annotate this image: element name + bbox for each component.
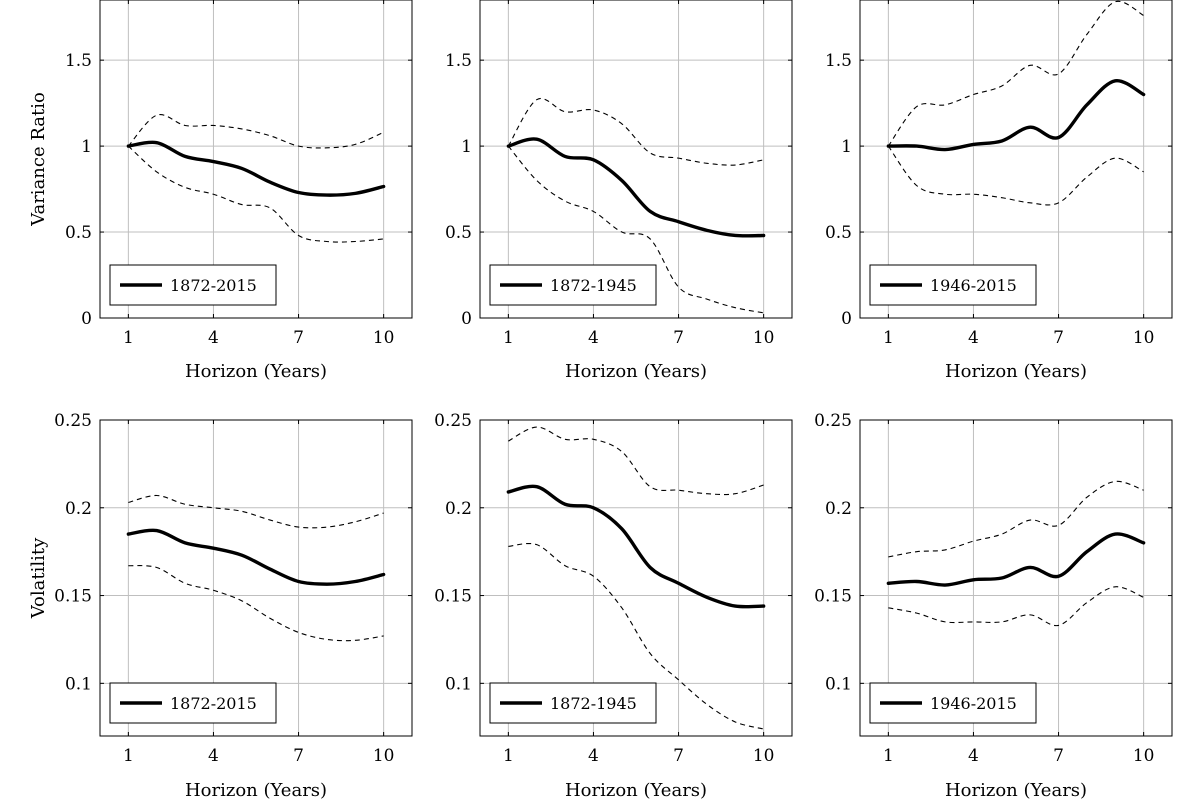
y-tick-label: 1.5 <box>65 51 92 71</box>
x-tick-label: 7 <box>293 746 304 766</box>
series-line-upper-band <box>508 426 764 496</box>
y-tick-label: 1 <box>461 137 472 157</box>
legend-label: 1872-1945 <box>550 276 637 295</box>
y-tick-label: 0.5 <box>825 223 852 243</box>
y-tick-label: 0.25 <box>434 411 472 431</box>
y-tick-label: 0.15 <box>814 587 852 607</box>
legend-label: 1872-1945 <box>550 694 637 713</box>
series-line-upper-band <box>887 0 1144 147</box>
plot-frame <box>859 0 1173 319</box>
x-axis-label: Horizon (Years) <box>945 361 1087 382</box>
plot-frame <box>859 419 1173 737</box>
chart-panel-r2c3: 1 4 7 10 0.1 0.15 0.2 0.25 Horizon (Years) 1946-2… <box>814 411 1173 801</box>
legend: 1872-1945 <box>489 264 657 306</box>
series-line-lower-band <box>128 565 384 642</box>
x-tick-label: 1 <box>123 746 134 766</box>
x-tick-label: 4 <box>588 328 599 348</box>
series-line-main <box>886 532 1146 587</box>
chart-panel-r1c2: 1 4 7 10 0 0.5 1 1.5 Horizon (Years) 1872-1945 <box>445 0 793 382</box>
y-tick-label: 0.1 <box>445 674 472 694</box>
series-line-lower-band <box>127 145 384 243</box>
plot-frame <box>99 0 413 319</box>
legend: 1946-2015 <box>869 264 1037 306</box>
x-tick-label: 7 <box>293 328 304 348</box>
y-tick-label: 0.1 <box>825 674 852 694</box>
x-tick-label: 4 <box>208 746 219 766</box>
x-axis-label: Horizon (Years) <box>565 361 707 382</box>
legend-label: 1872-2015 <box>170 694 257 713</box>
y-tick-label: 0.2 <box>65 499 92 519</box>
x-tick-label: 1 <box>503 328 514 348</box>
y-axis-label: Variance Ratio <box>28 92 49 227</box>
y-axis-label: Volatility <box>28 537 49 619</box>
series-line-main <box>126 140 386 197</box>
x-tick-label: 7 <box>1053 328 1064 348</box>
legend: 1872-1945 <box>489 682 657 724</box>
x-tick-label: 1 <box>883 746 894 766</box>
chart-panel-r2c2: 1 4 7 10 0.1 0.15 0.2 0.25 Horizon (Years) 1872-1… <box>434 411 793 801</box>
chart-panel-r2c1: 1 4 7 10 0.1 0.15 0.2 0.25 Horizon (Years) Volati… <box>28 411 413 801</box>
legend-label: 1872-2015 <box>170 276 257 295</box>
series-line-upper-band <box>127 114 384 149</box>
series-line-main <box>506 137 766 238</box>
x-tick-label: 10 <box>373 328 395 348</box>
series-line-lower-band <box>887 145 1144 206</box>
x-tick-label: 10 <box>1133 746 1155 766</box>
y-tick-label: 1.5 <box>445 51 472 71</box>
y-tick-label: 0 <box>461 309 472 329</box>
series-line-main <box>886 79 1146 152</box>
y-tick-label: 0.25 <box>54 411 92 431</box>
legend: 1946-2015 <box>869 682 1037 724</box>
x-tick-label: 7 <box>1053 746 1064 766</box>
series-line-lower-band <box>508 542 764 730</box>
x-axis-label: Horizon (Years) <box>945 780 1087 801</box>
y-tick-label: 0.25 <box>814 411 852 431</box>
series-line-main <box>506 484 766 609</box>
x-tick-label: 4 <box>208 328 219 348</box>
series-line-lower-band <box>888 586 1144 627</box>
legend-label: 1946-2015 <box>930 694 1017 713</box>
plot-frame <box>479 0 793 319</box>
y-tick-label: 0 <box>841 309 852 329</box>
y-tick-label: 0.2 <box>825 499 852 519</box>
series-line-lower-band <box>507 145 764 314</box>
y-tick-label: 1.5 <box>825 51 852 71</box>
series-line-upper-band <box>888 480 1144 558</box>
series-line-main <box>126 528 386 586</box>
y-tick-label: 0.15 <box>54 587 92 607</box>
x-tick-label: 7 <box>673 328 684 348</box>
x-axis-label: Horizon (Years) <box>185 361 327 382</box>
x-tick-label: 1 <box>883 328 894 348</box>
x-tick-label: 4 <box>588 746 599 766</box>
legend-label: 1946-2015 <box>930 276 1017 295</box>
x-tick-label: 10 <box>1133 328 1155 348</box>
plot-frame <box>99 419 413 737</box>
x-tick-label: 4 <box>968 328 979 348</box>
legend: 1872-2015 <box>109 682 277 724</box>
y-tick-label: 1 <box>81 137 92 157</box>
x-tick-label: 4 <box>968 746 979 766</box>
y-tick-label: 0.15 <box>434 587 472 607</box>
x-axis-label: Horizon (Years) <box>185 780 327 801</box>
series-line-upper-band <box>128 494 384 529</box>
y-tick-label: 0.5 <box>445 223 472 243</box>
y-tick-label: 1 <box>841 137 852 157</box>
x-tick-label: 1 <box>503 746 514 766</box>
x-tick-label: 1 <box>123 328 134 348</box>
x-tick-label: 10 <box>753 328 775 348</box>
y-tick-label: 0.5 <box>65 223 92 243</box>
chart-panel-r1c1: 1 4 7 10 0 0.5 1 1.5 Horizon (Years) Variance Rat… <box>28 0 413 382</box>
y-tick-label: 0 <box>81 309 92 329</box>
series-line-upper-band <box>507 97 764 166</box>
y-tick-label: 0.2 <box>445 499 472 519</box>
plot-frame <box>479 419 793 737</box>
y-tick-label: 0.1 <box>65 674 92 694</box>
x-tick-label: 7 <box>673 746 684 766</box>
chart-panel-r1c3: 1 4 7 10 0 0.5 1 1.5 Horizon (Years) 1946-2015 <box>825 0 1173 382</box>
x-tick-label: 10 <box>373 746 395 766</box>
legend: 1872-2015 <box>109 264 277 306</box>
x-tick-label: 10 <box>753 746 775 766</box>
x-axis-label: Horizon (Years) <box>565 780 707 801</box>
